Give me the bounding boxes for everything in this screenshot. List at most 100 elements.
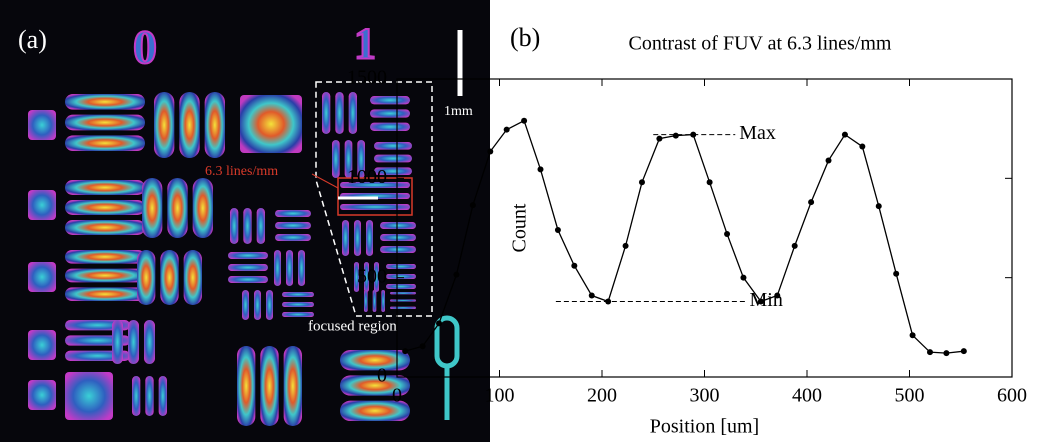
x-tick-label: 0 [392,385,402,407]
target-bar [340,375,410,396]
target-bar [144,320,155,364]
target-bar [390,306,416,309]
y-tick-label: 0 [377,365,387,387]
target-bar [128,320,139,364]
data-point [859,143,866,150]
target-block [240,95,302,153]
target-bar [275,222,311,229]
target-bar [357,140,365,178]
region-label: focused region [308,318,397,334]
target-bar [364,290,368,312]
target-bar [65,114,145,131]
target-bar [340,400,410,421]
target-bar [275,210,311,217]
target-bar [132,376,141,416]
y-tick-label: 500 [357,265,387,287]
group-number: 1 [354,19,376,68]
target-bar [243,208,252,244]
target-bar [386,264,416,269]
target-bar [242,290,249,320]
detector-image: (a) 1mm 6.3 lines/mm focused region 0 1 [0,0,490,442]
x-tick-label: 300 [690,385,720,407]
data-point [960,348,967,355]
target-bar [282,312,314,317]
data-point [656,135,663,142]
data-point [622,242,629,249]
panel-label: (b) [510,23,540,52]
x-tick-label: 100 [485,385,515,407]
data-point [588,292,595,299]
data-point [402,348,409,355]
target-bar [65,180,145,195]
target-bar [348,92,357,134]
target-bar [332,140,340,178]
target-bar [274,250,281,286]
target-bar [344,140,353,178]
target-bar [230,208,239,244]
data-point [808,199,815,206]
target-bar [286,250,293,286]
target-bar [390,292,416,295]
target-bar [167,178,188,238]
target-bar [366,220,373,256]
target-bar [275,234,311,241]
panel-label: (a) [18,25,47,54]
data-point [706,179,713,186]
focused-region-outline [315,81,433,317]
target-bar [142,178,163,238]
target-bar [282,292,314,297]
data-point [757,298,764,305]
target-bar [260,346,279,426]
data-point [841,131,848,138]
data-point [672,132,679,139]
target-bar [237,346,256,426]
target-bar [158,376,167,416]
target-bar [192,178,213,238]
target-block [28,190,56,220]
target-bar [335,92,344,134]
target-bar [254,290,261,320]
target-bar [374,142,412,150]
target-bar [340,182,410,188]
data-point [909,332,916,339]
data-point [638,179,645,186]
scale-label: 1mm [444,104,473,119]
data-point [469,202,476,209]
target-bar [179,92,200,158]
target-bar [342,220,349,256]
target-bar [380,222,416,229]
data-point [875,203,882,210]
pointer-line [311,173,339,189]
target-bar [145,376,154,416]
target-bar [386,274,416,279]
x-tick-label: 600 [997,385,1027,407]
target-block [28,262,56,292]
target-bar [374,167,412,175]
target-bar [381,290,385,312]
target-bar [354,220,361,256]
target-bar [204,92,225,158]
data-point [740,274,747,281]
data-point [690,131,697,138]
data-point [927,349,933,356]
target-bar [354,262,359,292]
target-bar [282,302,314,307]
data-point [521,117,528,124]
target-bar [340,350,410,371]
target-bar [380,234,416,241]
target-bar [228,276,268,283]
target-bar [256,208,265,244]
annotation-label: Max [739,122,776,144]
target-bar [374,262,379,292]
target-bar [386,284,416,289]
data-point [893,270,900,277]
data-point [774,292,781,299]
data-point [453,271,460,278]
target-block [28,380,56,410]
target-bar [112,320,123,364]
target-bar [364,262,369,292]
data-point [537,166,544,173]
target-bar [183,250,202,305]
target-bar [370,109,410,118]
